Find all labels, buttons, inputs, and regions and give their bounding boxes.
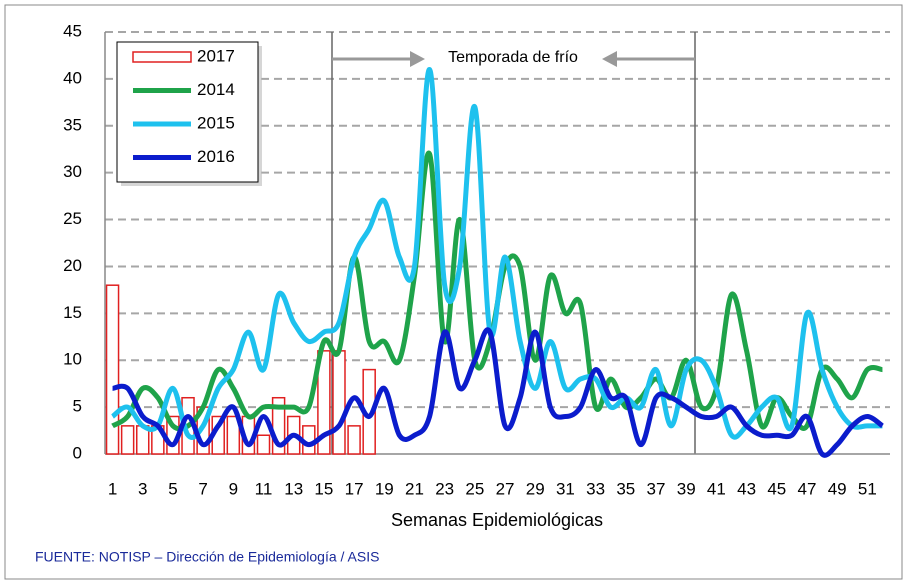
y-tick-label: 15 xyxy=(63,303,82,322)
x-tick-label: 25 xyxy=(465,479,484,498)
legend-label: 2017 xyxy=(197,46,235,65)
x-tick-label: 35 xyxy=(616,479,635,498)
x-tick-label: 27 xyxy=(496,479,515,498)
y-tick-label: 25 xyxy=(63,209,82,228)
y-tick-label: 5 xyxy=(73,397,82,416)
legend: 2017 2014 2015 2016 xyxy=(116,41,262,186)
x-tick-label: 13 xyxy=(284,479,303,498)
x-axis-title: Semanas Epidemiológicas xyxy=(391,510,603,530)
x-tick-label: 41 xyxy=(707,479,726,498)
y-tick-label: 40 xyxy=(63,68,82,87)
x-tick-label: 45 xyxy=(767,479,786,498)
x-tick-label: 15 xyxy=(314,479,333,498)
x-tick-label: 47 xyxy=(798,479,817,498)
legend-box xyxy=(116,41,259,183)
bar xyxy=(332,350,346,455)
arrow-head xyxy=(602,51,617,67)
x-tick-label: 5 xyxy=(168,479,177,498)
x-tick-label: 19 xyxy=(375,479,394,498)
bar xyxy=(105,284,120,455)
x-tick-label: 17 xyxy=(345,479,364,498)
arrow-head xyxy=(410,51,425,67)
bar xyxy=(120,425,135,455)
x-tick-label: 21 xyxy=(405,479,424,498)
legend-label: 2016 xyxy=(197,147,235,166)
x-tick-label: 33 xyxy=(586,479,605,498)
bar xyxy=(226,415,241,455)
x-tick-label: 3 xyxy=(138,479,147,498)
y-tick-label: 30 xyxy=(63,162,82,181)
x-tick-label: 31 xyxy=(556,479,575,498)
y-tick-label: 45 xyxy=(63,21,82,40)
x-tick-label: 23 xyxy=(435,479,454,498)
x-tick-label: 11 xyxy=(255,479,273,498)
y-tick-label: 20 xyxy=(63,256,82,275)
bar xyxy=(317,350,331,455)
x-tick-label: 43 xyxy=(737,479,756,498)
legend-swatch xyxy=(132,51,192,63)
bar xyxy=(256,434,271,455)
source: FUENTE: NOTISP – Dirección de Epidemiolo… xyxy=(35,549,379,565)
x-tick-label: 29 xyxy=(526,479,545,498)
y-tick-label: 35 xyxy=(63,115,82,134)
annotation: Temporada de frío xyxy=(448,49,578,66)
x-tick-label: 39 xyxy=(677,479,696,498)
y-tick-label: 0 xyxy=(73,443,82,462)
x-tick-label: 51 xyxy=(858,479,877,498)
line xyxy=(111,150,883,432)
bar xyxy=(347,425,361,455)
x-tick-label: 49 xyxy=(828,479,847,498)
legend-label: 2014 xyxy=(197,80,235,99)
x-tick-label: 7 xyxy=(198,479,207,498)
legend-label: 2015 xyxy=(197,113,235,132)
x-tick-label: 37 xyxy=(647,479,666,498)
line xyxy=(112,327,884,458)
y-tick-label: 10 xyxy=(63,350,82,369)
x-tick-label: 1 xyxy=(108,479,117,498)
x-tick-label: 9 xyxy=(229,479,238,498)
